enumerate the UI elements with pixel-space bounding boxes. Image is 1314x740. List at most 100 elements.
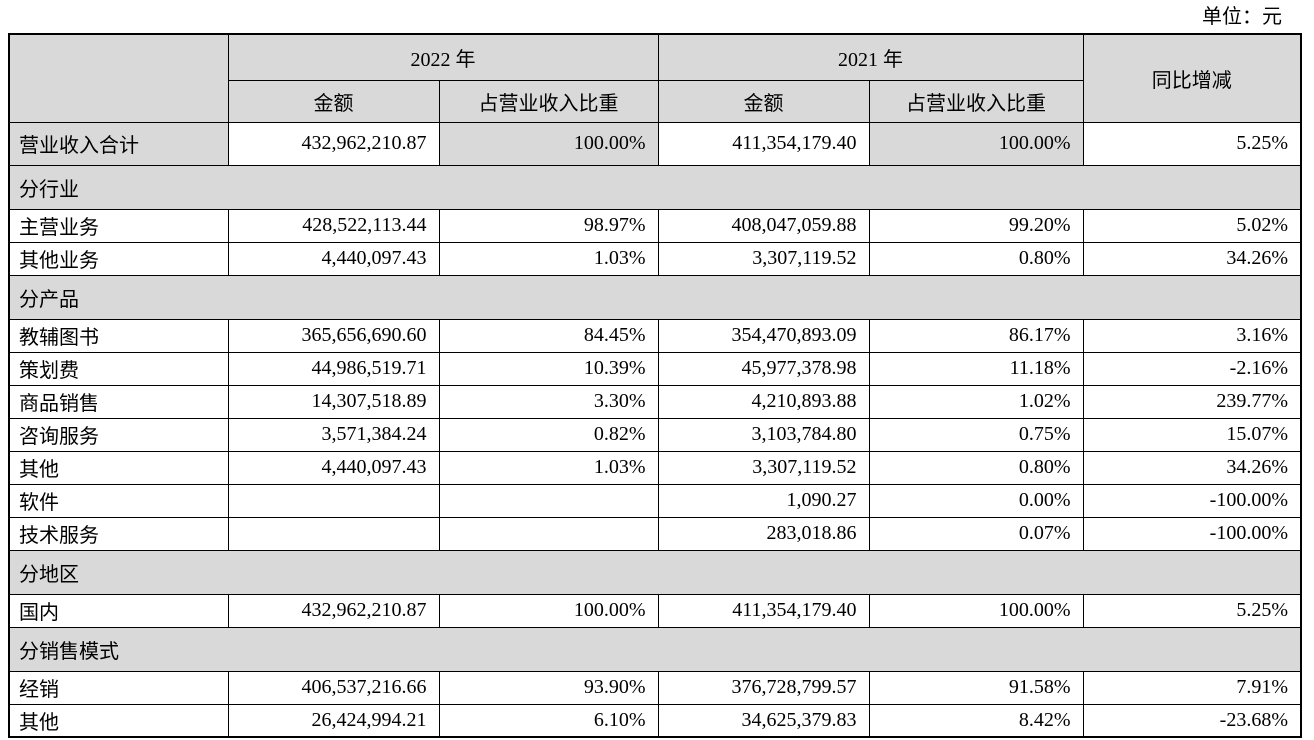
amount-2021-cell: 4,210,893.88: [657, 384, 870, 419]
revenue-breakdown-table: 2022 年 2021 年 同比增减 金额 占营业收入比重 金额 占营业收入比重…: [8, 33, 1302, 738]
section-row: 分地区: [8, 549, 1302, 595]
amount-2021-cell: 283,018.86: [657, 516, 870, 551]
amount-2022-cell: 3,571,384.24: [227, 417, 440, 452]
share-2021-cell: 86.17%: [868, 318, 1084, 353]
amount-2021-cell: 45,977,378.98: [657, 351, 870, 386]
amount-2021-cell: 3,103,784.80: [657, 417, 870, 452]
share-2021-cell: 100.00%: [868, 593, 1084, 628]
amount-2022-cell: [227, 483, 440, 518]
share-2022-header: 占营业收入比重: [438, 79, 659, 123]
share-2021-cell: 100.00%: [868, 121, 1084, 166]
yoy-change-cell: 7.91%: [1082, 670, 1302, 705]
row-label: 软件: [8, 483, 229, 518]
row-label: 经销: [8, 670, 229, 705]
share-2022-cell: 0.82%: [438, 417, 659, 452]
yoy-change-cell: -2.16%: [1082, 351, 1302, 386]
share-2022-cell: 84.45%: [438, 318, 659, 353]
amount-2022-cell: 365,656,690.60: [227, 318, 440, 353]
share-2022-cell: 100.00%: [438, 593, 659, 628]
section-row: 分行业: [8, 164, 1302, 210]
section-label: 分地区: [8, 549, 1302, 595]
row-label: 其他: [8, 703, 229, 738]
amount-2021-header: 金额: [657, 79, 870, 123]
row-label: 教辅图书: [8, 318, 229, 353]
table-row: 其他 4,440,097.43 1.03% 3,307,119.52 0.80%…: [8, 450, 1302, 485]
section-label: 分行业: [8, 164, 1302, 210]
amount-2022-cell: 4,440,097.43: [227, 241, 440, 276]
share-2022-cell: 1.03%: [438, 241, 659, 276]
share-2021-cell: 8.42%: [868, 703, 1084, 738]
share-2021-cell: 91.58%: [868, 670, 1084, 705]
yoy-change-cell: -100.00%: [1082, 516, 1302, 551]
amount-2021-cell: 408,047,059.88: [657, 208, 870, 243]
amount-2022-cell: 432,962,210.87: [227, 593, 440, 628]
amount-2022-header: 金额: [227, 79, 440, 123]
row-label: 其他: [8, 450, 229, 485]
share-2021-cell: 0.00%: [868, 483, 1084, 518]
table-body: 营业收入合计 432,962,210.87 100.00% 411,354,17…: [8, 121, 1302, 738]
year-2021-header: 2021 年: [657, 33, 1084, 81]
share-2022-cell: 10.39%: [438, 351, 659, 386]
row-label: 主营业务: [8, 208, 229, 243]
section-label: 分产品: [8, 274, 1302, 320]
yoy-change-cell: -100.00%: [1082, 483, 1302, 518]
yoy-change-cell: 3.16%: [1082, 318, 1302, 353]
unit-label: 单位：元: [1202, 6, 1282, 28]
yoy-change-cell: 5.25%: [1082, 593, 1302, 628]
corner-header-cell: [8, 33, 229, 123]
section-row: 分销售模式: [8, 626, 1302, 672]
amount-2021-cell: 3,307,119.52: [657, 241, 870, 276]
yoy-change-cell: -23.68%: [1082, 703, 1302, 738]
table-row: 策划费 44,986,519.71 10.39% 45,977,378.98 1…: [8, 351, 1302, 386]
amount-2022-cell: 432,962,210.87: [227, 121, 440, 166]
table-header: 2022 年 2021 年 同比增减 金额 占营业收入比重 金额 占营业收入比重: [8, 33, 1302, 123]
table-row: 营业收入合计 432,962,210.87 100.00% 411,354,17…: [8, 121, 1302, 166]
share-2022-cell: 100.00%: [438, 121, 659, 166]
yoy-change-cell: 239.77%: [1082, 384, 1302, 419]
yoy-change-cell: 34.26%: [1082, 241, 1302, 276]
year-2022-header: 2022 年: [227, 33, 659, 81]
share-2021-cell: 11.18%: [868, 351, 1084, 386]
table-row: 经销 406,537,216.66 93.90% 376,728,799.57 …: [8, 670, 1302, 705]
share-2022-cell: 6.10%: [438, 703, 659, 738]
share-2022-cell: 3.30%: [438, 384, 659, 419]
share-2022-cell: 1.03%: [438, 450, 659, 485]
share-2022-cell: [438, 516, 659, 551]
table-row: 咨询服务 3,571,384.24 0.82% 3,103,784.80 0.7…: [8, 417, 1302, 452]
row-label: 商品销售: [8, 384, 229, 419]
row-label: 策划费: [8, 351, 229, 386]
share-2021-cell: 0.75%: [868, 417, 1084, 452]
amount-2022-cell: 26,424,994.21: [227, 703, 440, 738]
table-row: 主营业务 428,522,113.44 98.97% 408,047,059.8…: [8, 208, 1302, 243]
table-row: 其他 26,424,994.21 6.10% 34,625,379.83 8.4…: [8, 703, 1302, 738]
share-2022-cell: [438, 483, 659, 518]
yoy-change-cell: 15.07%: [1082, 417, 1302, 452]
share-2021-cell: 99.20%: [868, 208, 1084, 243]
section-label: 分销售模式: [8, 626, 1302, 672]
share-2022-cell: 93.90%: [438, 670, 659, 705]
row-label: 营业收入合计: [8, 121, 229, 166]
table-row: 技术服务 283,018.86 0.07% -100.00%: [8, 516, 1302, 551]
share-2021-cell: 0.80%: [868, 241, 1084, 276]
amount-2022-cell: 44,986,519.71: [227, 351, 440, 386]
section-row: 分产品: [8, 274, 1302, 320]
table-row: 软件 1,090.27 0.00% -100.00%: [8, 483, 1302, 518]
amount-2022-cell: [227, 516, 440, 551]
amount-2022-cell: 4,440,097.43: [227, 450, 440, 485]
amount-2022-cell: 428,522,113.44: [227, 208, 440, 243]
amount-2021-cell: 1,090.27: [657, 483, 870, 518]
row-label: 国内: [8, 593, 229, 628]
table-row: 国内 432,962,210.87 100.00% 411,354,179.40…: [8, 593, 1302, 628]
row-label: 技术服务: [8, 516, 229, 551]
table-row: 商品销售 14,307,518.89 3.30% 4,210,893.88 1.…: [8, 384, 1302, 419]
table-row: 教辅图书 365,656,690.60 84.45% 354,470,893.0…: [8, 318, 1302, 353]
amount-2022-cell: 406,537,216.66: [227, 670, 440, 705]
share-2021-cell: 0.80%: [868, 450, 1084, 485]
row-label: 其他业务: [8, 241, 229, 276]
amount-2021-cell: 34,625,379.83: [657, 703, 870, 738]
amount-2021-cell: 376,728,799.57: [657, 670, 870, 705]
amount-2021-cell: 411,354,179.40: [657, 593, 870, 628]
yoy-change-cell: 5.02%: [1082, 208, 1302, 243]
share-2021-cell: 0.07%: [868, 516, 1084, 551]
